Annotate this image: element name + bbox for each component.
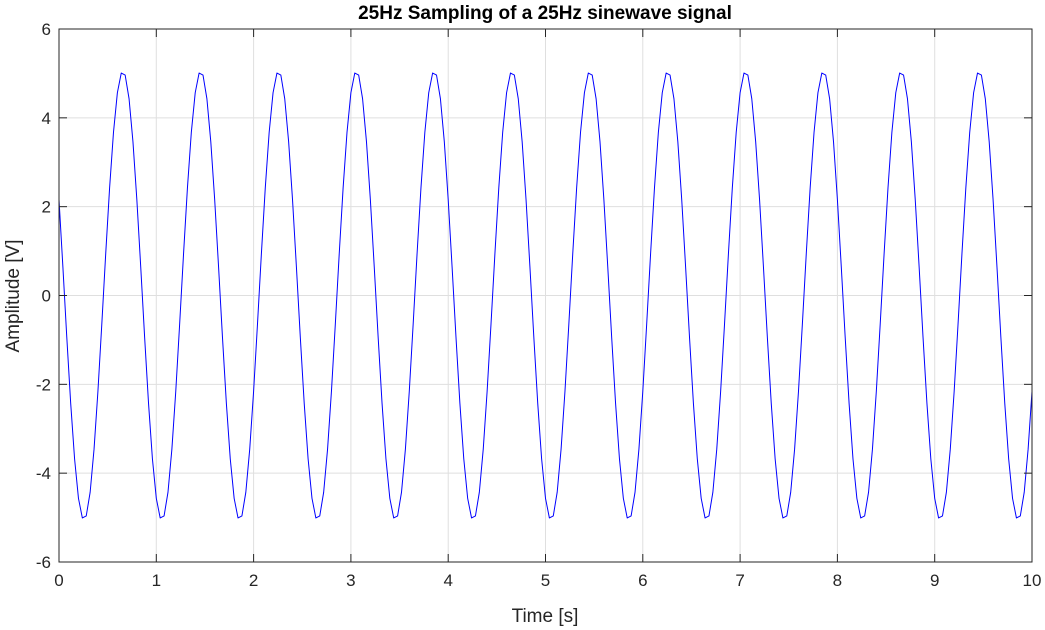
x-tick-label: 8 (833, 571, 842, 590)
x-axis-label: Time [s] (512, 606, 579, 627)
y-tick-label: -4 (36, 464, 51, 483)
x-tick-label: 6 (638, 571, 647, 590)
gridlines (59, 29, 1032, 562)
y-tick-label: 6 (42, 20, 51, 39)
y-tick-label: 4 (42, 109, 51, 128)
y-tick-label: 2 (42, 198, 51, 217)
x-tick-label: 2 (249, 571, 258, 590)
x-tick-label: 0 (54, 571, 63, 590)
y-tick-label: -6 (36, 553, 51, 572)
x-tick-label: 9 (930, 571, 939, 590)
x-tick-label: 7 (735, 571, 744, 590)
x-tick-label: 10 (1023, 571, 1042, 590)
x-tick-label: 3 (346, 571, 355, 590)
y-axis-label: Amplitude [V] (3, 240, 24, 353)
y-tick-label: -2 (36, 375, 51, 394)
axes: 0 1 2 3 4 5 6 7 8 9 10 -6 -4 -2 0 2 4 6 (36, 20, 1042, 590)
y-tick-label: 0 (42, 287, 51, 306)
chart-title: 25Hz Sampling of a 25Hz sinewave signal (358, 3, 732, 24)
x-tick-label: 4 (443, 571, 452, 590)
x-tick-label: 1 (152, 571, 161, 590)
x-tick-label: 5 (541, 571, 550, 590)
